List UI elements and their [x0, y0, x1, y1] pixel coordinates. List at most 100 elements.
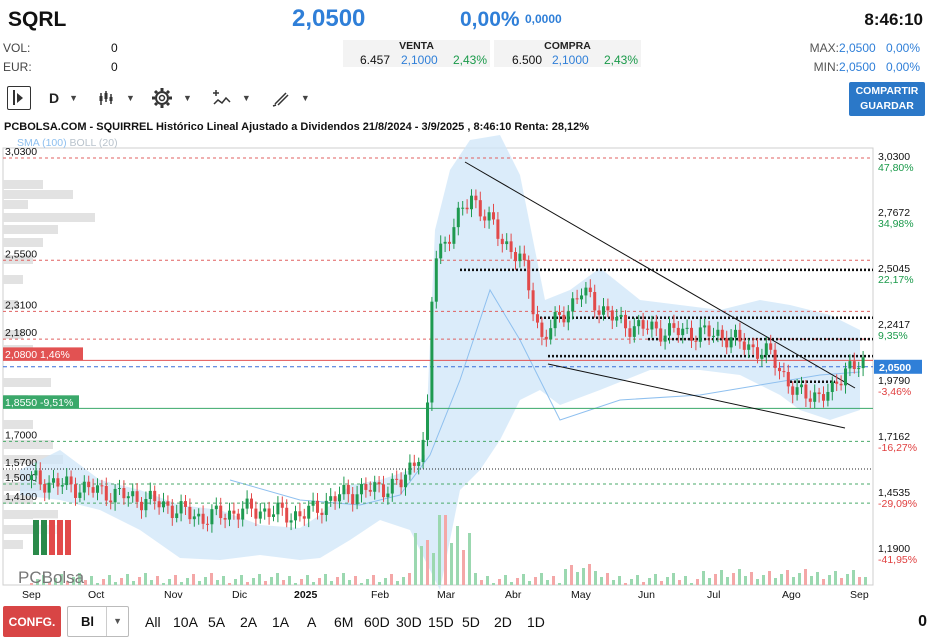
venta-price: 2,1000: [401, 53, 438, 67]
settings-gear-icon[interactable]: [151, 87, 173, 109]
volume-bar-82: [522, 574, 525, 585]
candle-body-18: [109, 500, 113, 503]
volume-bar-34: [234, 579, 237, 585]
range-button-a[interactable]: A: [307, 614, 317, 630]
x-tick-6: Mar: [437, 589, 456, 601]
volume-bar-77: [492, 583, 495, 585]
config-button[interactable]: CONFG.: [3, 606, 61, 637]
period-caret-icon[interactable]: ▼: [69, 93, 79, 103]
price-chart[interactable]: 3,0300 2,5500 2,3100 2,1800 2,0800 1,46% 1,85…: [0, 118, 939, 606]
candle-body-63: [307, 505, 311, 519]
candle-body-80: [382, 484, 385, 498]
settings-caret-icon[interactable]: ▼: [182, 93, 192, 103]
candle-body-185: [844, 368, 847, 386]
chart-type-select-caret-icon: ▼: [113, 616, 122, 626]
candle-body-176: [804, 384, 808, 399]
last-price: 2,0500: [292, 5, 366, 32]
candle-body-4: [47, 482, 51, 493]
candle-body-132: [610, 310, 614, 321]
volume-bar-79: [504, 575, 507, 585]
volume-bar-124: [774, 578, 777, 585]
candle-body-40: [206, 523, 209, 525]
right-axis-pct-4: -3,46%: [878, 386, 911, 398]
right-axis-label-0: 3,0300: [878, 151, 910, 163]
volume-bar-65: [420, 546, 423, 585]
candle-body-122: [566, 311, 570, 323]
volume-bar-117: [732, 573, 735, 585]
indicators-icon[interactable]: [212, 89, 232, 107]
candle-body-123: [571, 298, 575, 312]
volume-bar-49: [324, 574, 327, 585]
share-save-button[interactable]: COMPARTIR GUARDAR: [849, 82, 925, 116]
sma-line: [229, 288, 861, 506]
volume-bar-86: [546, 580, 549, 585]
chart-type-caret-icon[interactable]: ▼: [126, 93, 135, 103]
range-button-6m[interactable]: 6M: [334, 614, 354, 630]
volume-bar-75: [480, 580, 483, 585]
range-button-15d[interactable]: 15D: [428, 614, 454, 630]
range-button-1d[interactable]: 1D: [527, 614, 545, 630]
logo-block-3: [57, 520, 63, 555]
candle-body-23: [131, 491, 135, 497]
indicators-caret-icon[interactable]: ▼: [241, 93, 251, 103]
range-button-5a[interactable]: 5A: [208, 614, 226, 630]
candle-body-121: [562, 314, 566, 323]
candle-body-155: [712, 335, 715, 337]
range-button-2d[interactable]: 2D: [494, 614, 512, 630]
volume-bar-32: [222, 576, 225, 585]
right-axis-label-4: 1,9790: [878, 375, 910, 387]
candle-body-25: [140, 501, 143, 511]
candle-body-158: [725, 338, 729, 348]
volume-bar-51: [336, 577, 339, 585]
range-button-5d[interactable]: 5D: [462, 614, 480, 630]
panel-toggle-icon[interactable]: [7, 86, 31, 110]
candle-body-165: [756, 347, 759, 359]
volume-bar-24: [174, 575, 177, 585]
range-button-2a[interactable]: 2A: [240, 614, 258, 630]
candle-body-133: [615, 316, 619, 321]
volume-bar-89: [564, 569, 567, 585]
candle-body-66: [320, 512, 324, 515]
candles-icon[interactable]: [98, 89, 116, 107]
quote-time: 8:46:10: [864, 10, 923, 29]
volume-bar-95: [600, 577, 603, 585]
candle-body-117: [544, 336, 548, 340]
volume-bar-63: [408, 573, 411, 585]
volume-bar-88: [558, 583, 561, 585]
volume-bar-23: [168, 579, 171, 585]
right-axis-pct-2: 22,17%: [878, 274, 914, 286]
volume-bar-107: [672, 573, 675, 585]
candle-body-38: [197, 513, 201, 517]
logo-block-0: [33, 520, 39, 555]
candle-body-101: [474, 195, 478, 201]
volume-bar-30: [210, 573, 213, 585]
candle-body-174: [795, 387, 799, 395]
draw-caret-icon[interactable]: ▼: [300, 93, 310, 103]
volume-profile-bar-16: [3, 470, 33, 479]
volume-bar-125: [780, 574, 783, 585]
candle-body-19: [113, 488, 117, 503]
candle-body-151: [694, 340, 698, 342]
candle-body-46: [232, 510, 236, 514]
volume-bar-45: [300, 579, 303, 585]
candle-body-105: [492, 212, 495, 220]
candle-body-52: [258, 511, 262, 519]
draw-pencil-icon[interactable]: [271, 89, 291, 107]
logo-block-1: [41, 520, 47, 555]
range-button-all[interactable]: All: [145, 614, 161, 630]
candle-body-11: [78, 492, 82, 498]
candle-body-24: [135, 491, 139, 502]
range-button-1a[interactable]: 1A: [272, 614, 290, 630]
volume-bar-96: [606, 573, 609, 585]
candle-body-34: [179, 501, 183, 514]
range-button-60d[interactable]: 60D: [364, 614, 390, 630]
candle-body-127: [588, 287, 592, 293]
candle-body-85: [404, 474, 407, 488]
range-button-30d[interactable]: 30D: [396, 614, 422, 630]
candle-body-108: [505, 241, 509, 245]
range-button-10a[interactable]: 10A: [173, 614, 198, 630]
period-select[interactable]: D: [49, 90, 60, 106]
candle-body-1: [34, 470, 38, 476]
chart-type-select[interactable]: Bl ▼: [67, 606, 129, 637]
volume-bar-70: [450, 543, 453, 585]
